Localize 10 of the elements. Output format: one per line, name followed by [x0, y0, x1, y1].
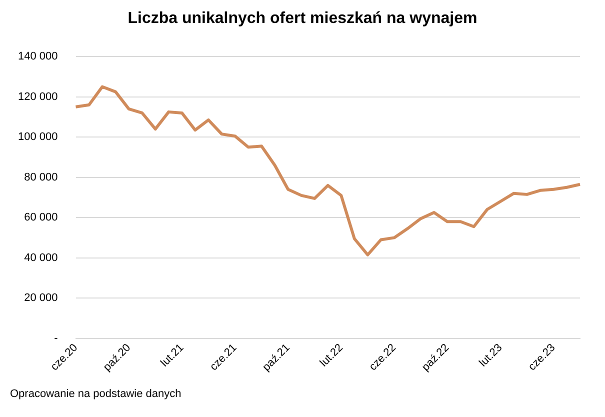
- y-tick-label: 20 000: [24, 292, 58, 304]
- y-tick-label: 60 000: [24, 212, 58, 224]
- y-tick-label: 140 000: [18, 50, 58, 63]
- y-tick-label: 80 000: [24, 171, 58, 184]
- y-tick-label: 120 000: [18, 90, 58, 103]
- y-tick-label: 100 000: [18, 131, 58, 144]
- chart-title: Liczba unikalnych ofert mieszkań na wynajem: [126, 10, 478, 28]
- text: Opracowanie na podstawie danych: [10, 388, 182, 400]
- y-tick-label: 40 000: [24, 252, 58, 264]
- y-tick-label: -: [54, 332, 58, 344]
